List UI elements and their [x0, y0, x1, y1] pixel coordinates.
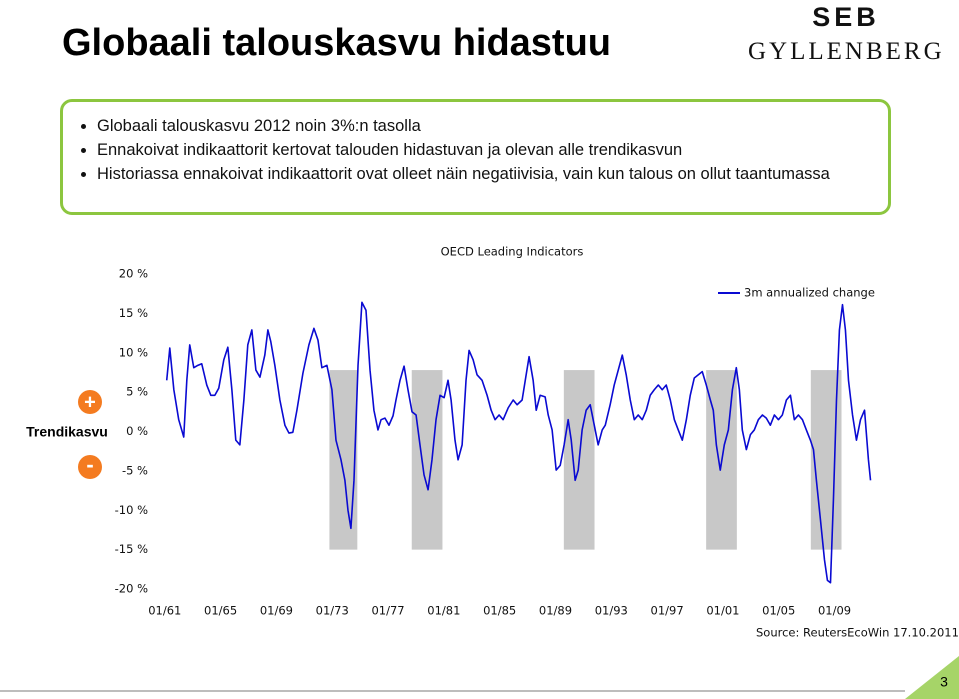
x-tick-label: 01/93	[595, 604, 628, 618]
slide-title: Globaali talouskasvu hidastuu	[62, 22, 612, 64]
y-tick-label: 20 %	[119, 267, 148, 281]
x-tick-label: 01/85	[483, 604, 516, 618]
x-tick-label: 01/69	[260, 604, 293, 618]
minus-badge	[78, 455, 102, 479]
chart-title: OECD Leading Indicators	[441, 245, 584, 259]
minus-label: -	[86, 452, 93, 477]
bullet: Globaali talouskasvu 2012 noin 3%:n taso…	[97, 114, 868, 138]
y-tick-label: 5 %	[126, 385, 148, 399]
shaded-period	[329, 370, 358, 550]
x-tick-label: 01/61	[148, 604, 181, 618]
x-tick-label: 01/05	[762, 604, 795, 618]
legend-label: 3m annualized change	[744, 286, 875, 300]
x-tick-label: 01/09	[818, 604, 851, 618]
plus-badge	[78, 390, 102, 414]
x-tick-label: 01/65	[204, 604, 237, 618]
y-tick-label: 10 %	[119, 345, 148, 359]
y-tick-label: -10 %	[115, 503, 148, 517]
bullet-list: Globaali talouskasvu 2012 noin 3%:n taso…	[77, 114, 868, 186]
chart-source: Source: ReutersEcoWin 17.10.2011	[756, 626, 959, 640]
x-tick-label: 01/01	[706, 604, 739, 618]
footer-corner	[905, 656, 959, 699]
bullet: Ennakoivat indikaattorit kertovat taloud…	[97, 138, 868, 162]
y-tick-label: -5 %	[122, 463, 148, 477]
x-tick-label: 01/89	[539, 604, 572, 618]
logo-top: SEB	[812, 2, 880, 32]
page-number: 3	[940, 674, 948, 690]
y-tick-label: 0 %	[126, 424, 148, 438]
series-line	[165, 301, 872, 584]
bullet-box: Globaali talouskasvu 2012 noin 3%:n taso…	[60, 99, 891, 215]
y-tick-label: -20 %	[115, 582, 148, 596]
shaded-period	[411, 370, 443, 550]
x-tick-label: 01/97	[651, 604, 684, 618]
logo-bottom: GYLLENBERG	[748, 38, 945, 65]
trend-label: Trendikasvu	[26, 424, 108, 440]
x-tick-label: 01/73	[316, 604, 349, 618]
y-tick-label: 15 %	[119, 306, 148, 320]
bullet: Historiassa ennakoivat indikaattorit ova…	[97, 162, 868, 186]
plus-label: +	[84, 391, 96, 413]
y-tick-label: -15 %	[115, 542, 148, 556]
x-tick-label: 01/77	[371, 604, 404, 618]
x-tick-label: 01/81	[427, 604, 460, 618]
